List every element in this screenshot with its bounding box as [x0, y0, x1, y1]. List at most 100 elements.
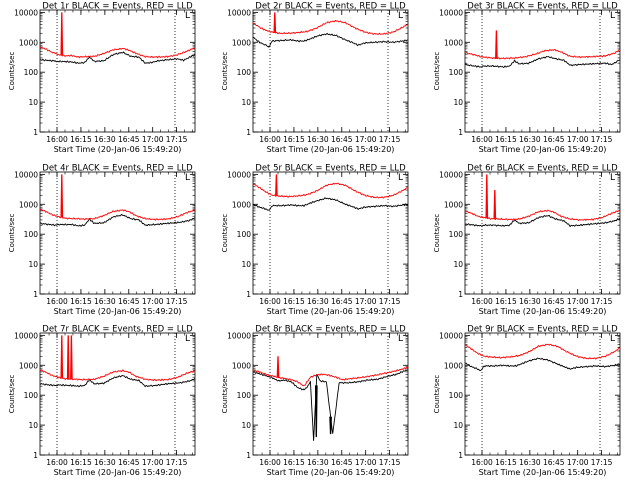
- x-tick-label: 17:00: [142, 297, 164, 306]
- plot-frame: [464, 332, 621, 456]
- detector-panel-6: Det 6r BLACK = Events, RED = LLD 1 10 100 10…: [433, 164, 621, 316]
- y-tick-label: 1: [33, 451, 38, 460]
- x-tick-label: 16:00: [46, 135, 68, 144]
- series-group: [253, 356, 408, 441]
- y-tick-label: 10: [28, 98, 38, 107]
- y-tick-label: 1: [458, 451, 463, 460]
- y-tick-label: 10000: [227, 331, 251, 340]
- x-tick-label: 16:30: [94, 135, 116, 144]
- x-tick-label: 16:15: [495, 458, 517, 467]
- series-group: [465, 343, 620, 372]
- y-axis-label: Counts/sec: [8, 375, 16, 414]
- x-tick-label: 17:00: [142, 135, 164, 144]
- lld-series-line: [40, 208, 195, 221]
- y-axis-label: Counts/sec: [221, 214, 229, 253]
- x-tick-label: 17:15: [591, 458, 613, 467]
- y-axis-label: Counts/sec: [433, 52, 441, 91]
- y-tick-label: 100: [237, 68, 252, 77]
- events-series-line: [40, 374, 195, 388]
- x-tick-label: 16:45: [331, 135, 353, 144]
- x-tick-label: 16:00: [259, 135, 281, 144]
- x-tick-label: 17:00: [142, 458, 164, 467]
- x-tick-label: 16:15: [70, 458, 92, 467]
- corner-label: L: [185, 173, 190, 183]
- y-tick-label: 10: [453, 260, 463, 269]
- x-axis-label: Start Time (20-Jan-06 15:49:20): [54, 307, 182, 316]
- x-axis-label: Start Time (20-Jan-06 15:49:20): [54, 145, 182, 154]
- y-tick-label: 100: [24, 68, 39, 77]
- y-tick-label: 10: [28, 260, 38, 269]
- series-group: [40, 174, 195, 227]
- panel-title: Det 4r BLACK = Events, RED = LLD: [42, 164, 193, 174]
- plot-frame: [464, 9, 621, 133]
- y-tick-label: 1: [246, 128, 251, 137]
- x-axis-label: Start Time (20-Jan-06 15:49:20): [267, 307, 395, 316]
- y-axis-label: Counts/sec: [433, 375, 441, 414]
- series-group: [465, 30, 620, 68]
- events-series-line: [253, 32, 408, 48]
- y-axis-label: Counts/sec: [8, 52, 16, 91]
- x-tick-label: 16:30: [307, 297, 329, 306]
- detector-panel-4: Det 4r BLACK = Events, RED = LLD 1 10 100 10…: [8, 164, 196, 316]
- corner-label: L: [610, 173, 615, 183]
- y-tick-label: 10000: [439, 8, 463, 17]
- x-tick-label: 17:00: [567, 297, 589, 306]
- lld-series-line: [253, 20, 408, 36]
- y-tick-label: 100: [449, 68, 464, 77]
- x-tick-label: 17:15: [166, 458, 188, 467]
- panels-group: Det 1r BLACK = Events, RED = LLD 1 10 100 10…: [8, 2, 621, 477]
- x-tick-label: 16:45: [331, 458, 353, 467]
- spike-mark: [495, 30, 498, 59]
- spike-mark: [276, 356, 280, 378]
- x-tick-label: 16:30: [94, 297, 116, 306]
- plot-frame: [39, 332, 196, 456]
- events-series-line: [40, 213, 195, 227]
- x-tick-label: 16:30: [307, 458, 329, 467]
- x-tick-label: 16:30: [519, 297, 541, 306]
- y-tick-label: 1000: [444, 38, 463, 47]
- events-series-line: [465, 215, 620, 228]
- x-tick-label: 16:45: [118, 135, 140, 144]
- panel-title: Det 8r BLACK = Events, RED = LLD: [255, 325, 406, 335]
- spike-mark: [60, 174, 64, 218]
- plot-frame: [252, 171, 409, 295]
- corner-label: L: [398, 11, 403, 21]
- panel-title: Det 7r BLACK = Events, RED = LLD: [42, 325, 193, 335]
- y-tick-label: 10000: [227, 170, 251, 179]
- x-tick-label: 16:45: [543, 458, 565, 467]
- x-tick-label: 16:15: [495, 135, 517, 144]
- y-tick-label: 1: [458, 128, 463, 137]
- x-tick-label: 16:00: [471, 135, 493, 144]
- panel-title: Det 2r BLACK = Events, RED = LLD: [255, 2, 406, 12]
- corner-label: L: [610, 334, 615, 344]
- y-tick-label: 1000: [444, 361, 463, 370]
- corner-label: L: [610, 11, 615, 21]
- x-tick-label: 16:45: [543, 297, 565, 306]
- x-tick-label: 16:00: [259, 458, 281, 467]
- y-tick-label: 100: [237, 230, 252, 239]
- y-tick-label: 10: [241, 260, 251, 269]
- y-tick-label: 1: [458, 290, 463, 299]
- series-group: [40, 12, 195, 65]
- detector-panel-5: Det 5r BLACK = Events, RED = LLD 1 10 100 10…: [221, 164, 409, 316]
- y-tick-label: 1: [246, 451, 251, 460]
- x-tick-label: 16:30: [519, 458, 541, 467]
- series-group: [253, 12, 408, 48]
- spike-mark: [60, 12, 64, 56]
- x-axis-label: Start Time (20-Jan-06 15:49:20): [267, 468, 395, 477]
- x-tick-label: 16:15: [70, 135, 92, 144]
- plot-frame: [252, 332, 409, 456]
- x-tick-label: 17:00: [355, 135, 377, 144]
- events-series-line: [253, 369, 408, 441]
- lld-series-line: [40, 369, 195, 382]
- x-tick-label: 17:15: [379, 458, 401, 467]
- y-axis-label: Counts/sec: [433, 214, 441, 253]
- y-tick-label: 10000: [439, 331, 463, 340]
- x-tick-label: 17:15: [379, 297, 401, 306]
- x-tick-label: 17:15: [166, 297, 188, 306]
- y-tick-label: 100: [449, 391, 464, 400]
- plot-frame: [252, 9, 409, 133]
- x-tick-label: 16:30: [519, 135, 541, 144]
- corner-label: L: [185, 11, 190, 21]
